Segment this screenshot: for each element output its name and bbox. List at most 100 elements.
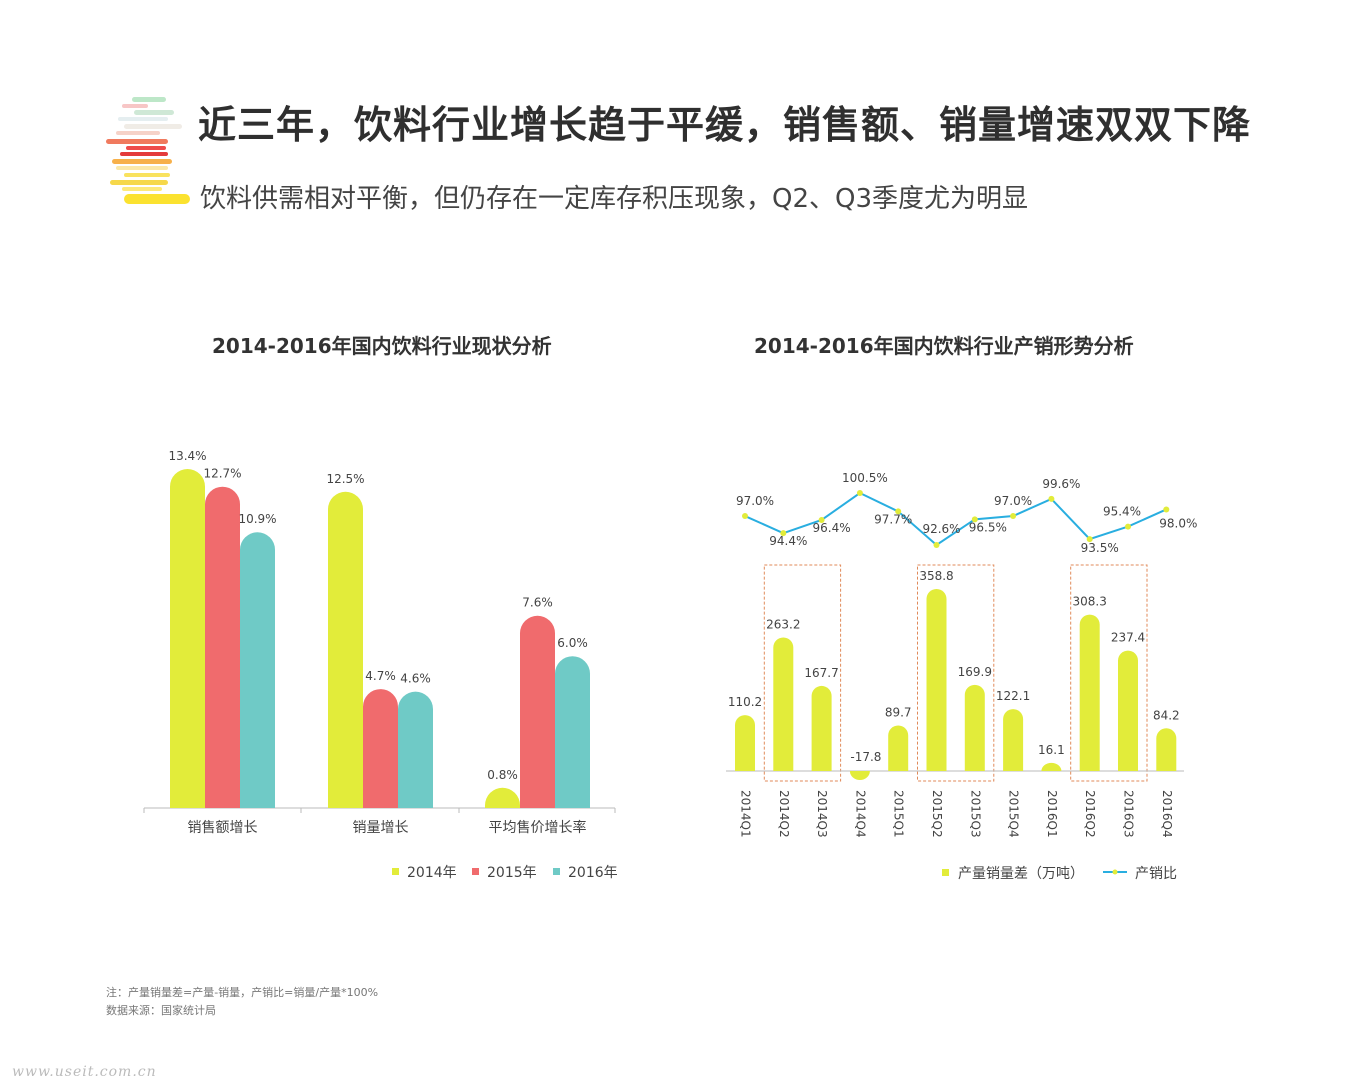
bar-3 <box>240 532 275 808</box>
legend-swatch <box>472 868 479 875</box>
line-point <box>818 516 825 523</box>
legend-label: 产销比 <box>1135 866 1177 882</box>
highlight-box <box>1070 564 1148 782</box>
line-label: 93.5% <box>1081 541 1119 555</box>
bar <box>735 715 755 771</box>
line-label: 96.5% <box>969 520 1007 534</box>
data-label: 110.2 <box>728 695 762 709</box>
bar-1 <box>170 469 205 808</box>
data-label: 4.6% <box>400 672 431 686</box>
line-label: 96.4% <box>813 521 851 535</box>
category-label: 2014Q2 <box>777 790 791 838</box>
bar-1 <box>328 491 363 808</box>
right-chart-title: 2014-2016年国内饮料行业产销形势分析 <box>754 334 1134 358</box>
bar <box>773 637 794 771</box>
bar <box>1003 709 1024 771</box>
bar <box>888 725 909 771</box>
data-label: 0.8% <box>487 768 518 782</box>
line-label: 94.4% <box>769 534 807 548</box>
category-label: 销量增长 <box>353 820 409 836</box>
legend-swatch <box>553 868 560 875</box>
line-point <box>856 490 863 496</box>
bar <box>1156 728 1177 771</box>
bar <box>1079 614 1100 771</box>
data-label: 358.8 <box>919 569 953 583</box>
category-label: 2016Q3 <box>1122 790 1136 838</box>
bar-3 <box>398 691 433 808</box>
data-label: 122.1 <box>996 689 1030 703</box>
watermark: www.useit.com.cn <box>12 1064 157 1080</box>
data-label: 12.5% <box>326 472 364 486</box>
bar <box>811 685 832 771</box>
left-chart-title: 2014-2016年国内饮料行业现状分析 <box>212 334 552 358</box>
category-label: 2016Q2 <box>1083 790 1097 838</box>
data-label: 237.4 <box>1111 631 1145 645</box>
data-label: 16.1 <box>1038 743 1065 757</box>
data-label: 167.7 <box>804 666 838 680</box>
data-label: 308.3 <box>1073 595 1107 609</box>
line-point <box>742 513 748 520</box>
legend-label: 2016年 <box>568 865 618 881</box>
formula-note: 注：产量销量差=产量-销量，产销比=销量/产量*100% <box>106 986 379 999</box>
line-label: 100.5% <box>842 471 888 485</box>
data-label: -17.8 <box>850 750 881 764</box>
line-label: 97.0% <box>736 494 774 508</box>
legend-swatch <box>942 869 949 876</box>
page-title: 近三年，饮料行业增长趋于平缓，销售额、销量增速双双下降 <box>198 103 1252 147</box>
line-point <box>1163 506 1170 513</box>
bar <box>926 589 947 771</box>
data-label: 10.9% <box>238 512 276 526</box>
legend-label: 2015年 <box>487 865 537 881</box>
line-label: 97.7% <box>874 512 912 526</box>
line-point <box>780 530 787 537</box>
bar <box>964 684 985 771</box>
line-point <box>1125 523 1131 530</box>
category-label: 销售额增长 <box>188 820 258 836</box>
bar <box>849 771 870 781</box>
legend-label: 2014年 <box>407 865 457 881</box>
bar-2 <box>205 486 240 808</box>
data-label: 13.4% <box>168 449 206 463</box>
line-label: 95.4% <box>1103 505 1141 519</box>
logo-icon <box>106 97 190 204</box>
category-label: 2015Q4 <box>1007 790 1021 838</box>
line-label: 97.0% <box>994 494 1032 508</box>
data-label: 169.9 <box>958 665 992 679</box>
page-subtitle: 饮料供需相对平衡，但仍存在一定库存积压现象，Q2、Q3季度尤为明显 <box>200 184 1029 214</box>
data-label: 89.7 <box>885 706 912 720</box>
bar-2 <box>363 689 398 808</box>
category-label: 平均售价增长率 <box>489 819 587 836</box>
legend-label: 产量销量差（万吨） <box>958 866 1084 882</box>
category-label: 2016Q4 <box>1160 790 1174 838</box>
data-label: 7.6% <box>522 596 553 610</box>
category-label: 2014Q3 <box>815 790 829 838</box>
legend-swatch <box>392 868 399 875</box>
category-label: 2015Q3 <box>968 790 982 838</box>
category-label: 2014Q1 <box>739 790 753 838</box>
bar <box>1118 650 1138 771</box>
data-label: 4.7% <box>365 669 396 683</box>
line-point <box>933 542 940 548</box>
highlight-box <box>917 564 995 782</box>
bar-1 <box>485 787 520 808</box>
line-point <box>1010 513 1017 520</box>
line-point <box>1086 536 1093 543</box>
line-label: 99.6% <box>1042 477 1080 491</box>
data-label: 12.7% <box>203 467 241 481</box>
bar-2 <box>520 615 555 808</box>
bar-3 <box>555 656 590 808</box>
category-label: 2014Q4 <box>853 790 867 838</box>
line-label: 92.6% <box>922 522 960 536</box>
data-label: 263.2 <box>766 617 800 631</box>
data-label: 84.2 <box>1153 708 1180 722</box>
line-series <box>744 491 1167 547</box>
data-label: 6.0% <box>557 636 588 650</box>
line-point <box>895 508 902 515</box>
category-label: 2016Q1 <box>1045 790 1059 838</box>
line-label: 98.0% <box>1159 516 1197 530</box>
legend-marker <box>1112 869 1118 875</box>
bar <box>1041 762 1062 771</box>
category-label: 2015Q1 <box>892 790 906 838</box>
highlight-box <box>763 564 842 782</box>
